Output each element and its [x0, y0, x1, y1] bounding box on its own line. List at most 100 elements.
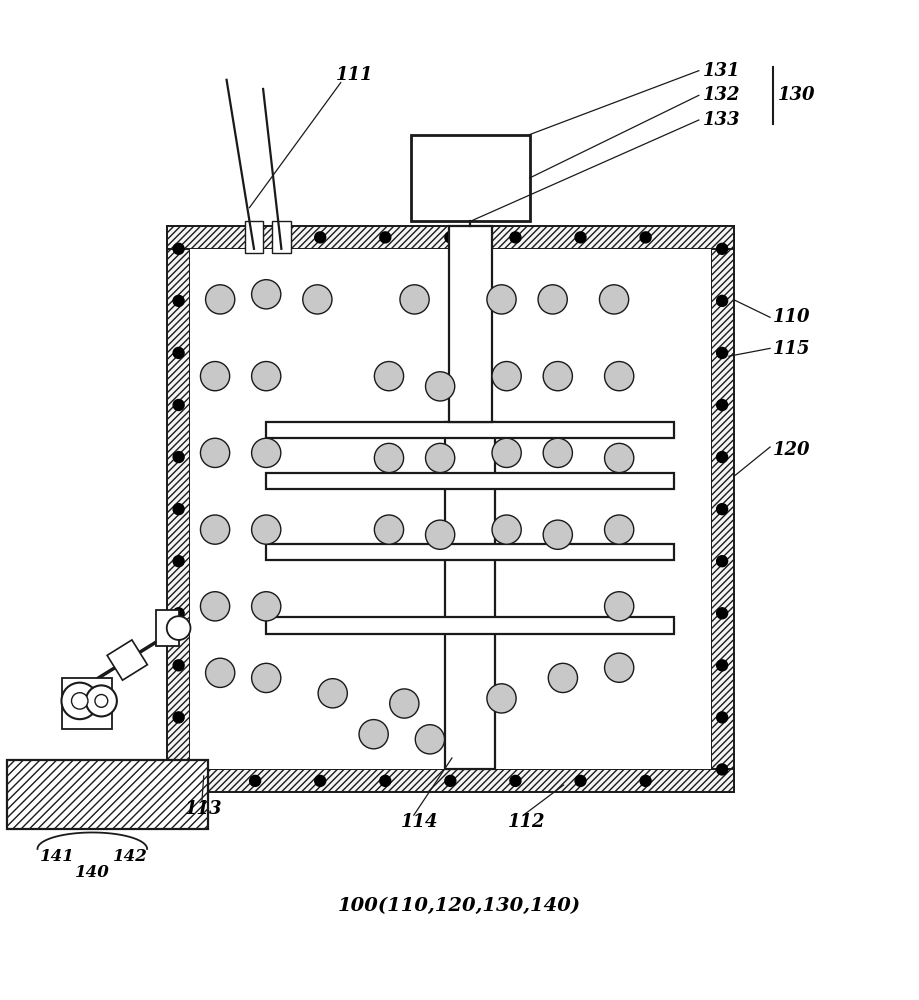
Circle shape — [445, 775, 456, 786]
Circle shape — [605, 653, 634, 682]
Circle shape — [492, 515, 521, 544]
Circle shape — [314, 232, 325, 243]
Circle shape — [549, 663, 577, 693]
Circle shape — [717, 504, 728, 515]
Circle shape — [575, 232, 586, 243]
Text: 132: 132 — [702, 86, 740, 104]
Circle shape — [717, 243, 728, 254]
FancyArrow shape — [112, 643, 135, 672]
Bar — [244, 221, 263, 253]
Circle shape — [380, 775, 391, 786]
Text: 140: 140 — [74, 864, 109, 881]
Circle shape — [717, 400, 728, 410]
Circle shape — [717, 295, 728, 306]
Bar — [411, 135, 529, 221]
Text: 114: 114 — [401, 813, 438, 831]
Circle shape — [374, 362, 403, 391]
Circle shape — [95, 695, 108, 707]
Bar — [710, 226, 733, 792]
Circle shape — [314, 775, 325, 786]
Circle shape — [250, 775, 261, 786]
Circle shape — [605, 362, 634, 391]
Text: 141: 141 — [40, 848, 75, 865]
Circle shape — [173, 295, 184, 306]
Circle shape — [543, 362, 573, 391]
Circle shape — [425, 443, 455, 473]
Circle shape — [425, 520, 455, 549]
Circle shape — [380, 232, 391, 243]
Bar — [448, 226, 492, 422]
Circle shape — [206, 658, 234, 687]
Text: 112: 112 — [507, 813, 545, 831]
Circle shape — [173, 400, 184, 410]
Circle shape — [302, 285, 332, 314]
Circle shape — [717, 660, 728, 671]
Circle shape — [605, 515, 634, 544]
Circle shape — [599, 285, 629, 314]
Bar — [267, 617, 674, 634]
Circle shape — [641, 232, 651, 243]
Circle shape — [717, 347, 728, 358]
Circle shape — [173, 712, 184, 723]
Circle shape — [173, 504, 184, 515]
Circle shape — [374, 515, 403, 544]
Bar — [267, 422, 674, 438]
Circle shape — [200, 438, 230, 467]
Circle shape — [575, 775, 586, 786]
Circle shape — [538, 285, 567, 314]
Circle shape — [390, 689, 419, 718]
Circle shape — [252, 438, 281, 467]
Bar — [62, 678, 112, 729]
Bar — [167, 226, 733, 249]
Circle shape — [200, 515, 230, 544]
Circle shape — [173, 608, 184, 619]
Bar — [167, 769, 733, 792]
Circle shape — [717, 764, 728, 775]
Circle shape — [250, 232, 261, 243]
Bar — [7, 760, 209, 829]
Circle shape — [173, 556, 184, 567]
Circle shape — [605, 592, 634, 621]
Text: 113: 113 — [185, 800, 222, 818]
Circle shape — [492, 438, 521, 467]
Circle shape — [252, 280, 281, 309]
Circle shape — [641, 775, 651, 786]
Bar — [445, 422, 495, 769]
Text: 115: 115 — [773, 340, 811, 358]
Circle shape — [173, 660, 184, 671]
Circle shape — [510, 775, 521, 786]
Circle shape — [200, 362, 230, 391]
Circle shape — [717, 452, 728, 463]
Circle shape — [252, 592, 281, 621]
Circle shape — [487, 285, 516, 314]
Circle shape — [717, 556, 728, 567]
Text: 130: 130 — [777, 86, 815, 104]
Text: 142: 142 — [113, 848, 148, 865]
Circle shape — [173, 243, 184, 254]
Circle shape — [252, 515, 281, 544]
Circle shape — [252, 663, 281, 693]
Bar — [156, 610, 178, 646]
Bar — [167, 226, 190, 792]
Text: 120: 120 — [773, 441, 811, 459]
Circle shape — [85, 685, 117, 716]
Circle shape — [510, 232, 521, 243]
Text: 100(110,120,130,140): 100(110,120,130,140) — [338, 897, 581, 915]
Circle shape — [72, 693, 88, 709]
Circle shape — [445, 232, 456, 243]
Circle shape — [166, 616, 190, 640]
Circle shape — [173, 452, 184, 463]
Circle shape — [318, 679, 347, 708]
Circle shape — [62, 683, 98, 719]
Text: 111: 111 — [335, 66, 373, 84]
Circle shape — [200, 592, 230, 621]
Circle shape — [173, 764, 184, 775]
Circle shape — [605, 443, 634, 473]
Circle shape — [425, 372, 455, 401]
Circle shape — [252, 362, 281, 391]
Bar — [267, 544, 674, 560]
Polygon shape — [108, 640, 147, 680]
Text: 133: 133 — [702, 111, 740, 129]
Circle shape — [492, 362, 521, 391]
Circle shape — [543, 520, 573, 549]
